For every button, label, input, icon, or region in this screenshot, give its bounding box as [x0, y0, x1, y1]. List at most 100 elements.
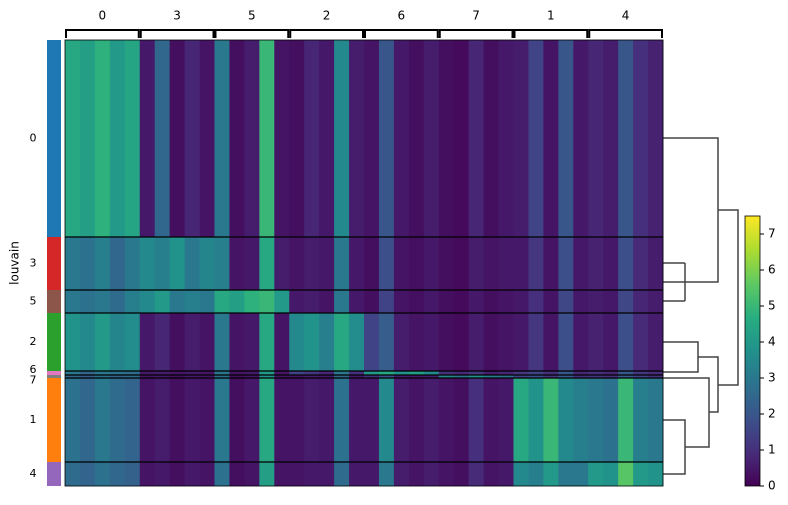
var-group-bracket [513, 29, 589, 38]
heatmap-cell [558, 237, 574, 291]
heatmap-cell [109, 313, 126, 372]
heatmap-cell [319, 462, 335, 487]
heatmap-cell [468, 371, 484, 376]
heatmap-cell [79, 375, 96, 379]
heatmap-cell [124, 237, 141, 291]
heatmap-cell [65, 462, 81, 487]
heatmap-cell [408, 313, 425, 372]
heatmap-cell [364, 375, 380, 379]
heatmap-cell [169, 290, 185, 314]
heatmap-cell [378, 462, 395, 487]
heatmap-cell [573, 462, 589, 487]
heatmap-cell [498, 375, 514, 379]
heatmap-cell [184, 237, 200, 291]
heatmap-cells [65, 40, 664, 487]
heatmap-cell [498, 313, 514, 372]
heatmap-cell [558, 313, 574, 372]
heatmap-cell [349, 371, 365, 376]
heatmap-cell [633, 378, 649, 463]
heatmap-cell [483, 237, 499, 291]
heatmap-cell [199, 375, 215, 379]
heatmap-cell [378, 313, 395, 372]
heatmap-cell [109, 371, 126, 376]
var-group-bracket [65, 29, 140, 38]
heatmap-cell [573, 40, 589, 238]
heatmap-cell [334, 313, 350, 372]
heatmap-cell [498, 378, 514, 463]
heatmap-cell [648, 378, 664, 463]
var-group-label: 6 [398, 9, 406, 23]
heatmap-cell [543, 375, 559, 379]
heatmap-cell [184, 375, 200, 379]
heatmap-cell [364, 371, 380, 376]
heatmap-cell [618, 237, 634, 291]
heatmap-cell [588, 40, 604, 238]
heatmap-cell [543, 313, 559, 372]
heatmap-cell [633, 290, 649, 314]
colorbar-tick-label: 0 [768, 479, 776, 493]
heatmap-cell [229, 313, 245, 372]
heatmap-cell [304, 290, 320, 314]
var-group-label: 1 [547, 9, 555, 23]
heatmap-cell [169, 237, 185, 291]
heatmap-cell [139, 313, 156, 372]
heatmap-cell [259, 462, 275, 487]
heatmap-frame [64, 39, 664, 487]
heatmap-cell [319, 313, 335, 372]
heatmap-cell [289, 313, 305, 372]
heatmap-cell [259, 375, 275, 379]
heatmap-cell [79, 371, 96, 376]
heatmap-cell [453, 375, 470, 379]
heatmap-cell [468, 290, 484, 314]
heatmap-cell [513, 378, 529, 463]
heatmap-cell [408, 290, 425, 314]
heatmap-cell [558, 462, 574, 487]
heatmap-cell [468, 237, 484, 291]
heatmap-cell [528, 378, 544, 463]
heatmap-cell [169, 40, 185, 238]
heatmap-cell [364, 313, 380, 372]
heatmap-cell [408, 462, 425, 487]
heatmap-cell [94, 462, 111, 487]
heatmap-cell [528, 462, 544, 487]
heatmap-cell [364, 378, 380, 463]
heatmap-cell [513, 290, 529, 314]
heatmap-cell [334, 290, 350, 314]
heatmap-cell [229, 40, 245, 238]
heatmap-cell [378, 375, 395, 379]
heatmap-cell [184, 378, 200, 463]
heatmap-cell [199, 378, 215, 463]
heatmap-cell [109, 40, 126, 238]
heatmap-cell [393, 462, 410, 487]
heatmap-cell [573, 313, 589, 372]
heatmap-cell [199, 313, 215, 372]
heatmap-cell [558, 371, 574, 376]
heatmap-cell [259, 378, 275, 463]
heatmap-cell [513, 462, 529, 487]
heatmap-cell [618, 378, 634, 463]
heatmap-cell [543, 237, 559, 291]
heatmap-cell [304, 378, 320, 463]
heatmap-cell [304, 462, 320, 487]
heatmap-cell [139, 40, 156, 238]
row-group-label: 0 [30, 132, 37, 145]
heatmap-cell [483, 378, 499, 463]
heatmap-cell [558, 40, 574, 238]
heatmap-cell [334, 375, 350, 379]
group-color-bar [47, 375, 61, 378]
heatmap-cell [184, 462, 200, 487]
heatmap-cell [573, 290, 589, 314]
heatmap-cell [453, 378, 470, 463]
heatmap-cell [94, 371, 111, 376]
heatmap-cell [393, 237, 410, 291]
row-group-label: 7 [30, 374, 37, 387]
heatmap-cell [124, 40, 141, 238]
heatmap-cell [289, 40, 305, 238]
heatmap-cell [349, 237, 365, 291]
heatmap-cell [438, 40, 455, 238]
heatmap-cell [199, 237, 215, 291]
heatmap-cell [603, 40, 619, 238]
heatmap-cell [513, 237, 529, 291]
heatmap-cell [244, 378, 260, 463]
heatmap-cell [139, 462, 156, 487]
